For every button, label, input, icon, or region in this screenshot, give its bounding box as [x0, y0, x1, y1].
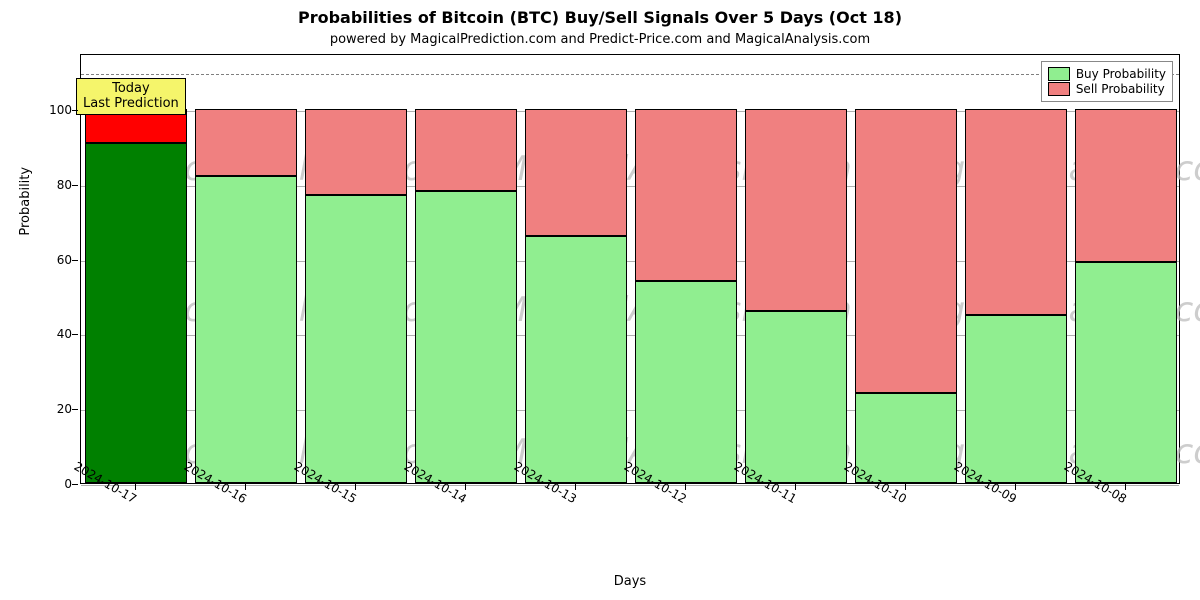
sell-bar [635, 109, 736, 281]
y-tick-label: 0 [64, 477, 72, 491]
y-tick-mark [72, 334, 78, 335]
y-axis-label: Probability [18, 167, 33, 236]
x-tick-mark [575, 484, 576, 490]
legend-label: Sell Probability [1076, 82, 1165, 96]
sell-bar [745, 109, 846, 311]
sell-bar [525, 109, 626, 236]
x-tick-mark [1125, 484, 1126, 490]
legend-label: Buy Probability [1076, 67, 1166, 81]
y-tick-label: 80 [57, 178, 72, 192]
x-tick-mark [905, 484, 906, 490]
x-tick-mark [245, 484, 246, 490]
x-tick-mark [355, 484, 356, 490]
x-tick-mark [1015, 484, 1016, 490]
buy-bar [195, 176, 296, 483]
sell-bar [965, 109, 1066, 315]
x-tick-mark [795, 484, 796, 490]
buy-bar [85, 143, 186, 483]
y-tick-label: 20 [57, 402, 72, 416]
y-tick-mark [72, 409, 78, 410]
legend-swatch [1048, 82, 1070, 96]
sell-bar [415, 109, 516, 191]
legend-item: Sell Probability [1048, 82, 1166, 96]
x-tick-mark [685, 484, 686, 490]
annotation-line-2: Last Prediction [83, 96, 179, 112]
chart-title: Probabilities of Bitcoin (BTC) Buy/Sell … [0, 8, 1200, 27]
legend: Buy ProbabilitySell Probability [1041, 61, 1173, 102]
y-tick-label: 100 [49, 103, 72, 117]
annotation-line-1: Today [83, 81, 179, 97]
sell-bar [195, 109, 296, 176]
chart-subtitle: powered by MagicalPrediction.com and Pre… [0, 32, 1200, 47]
reference-line [81, 74, 1179, 75]
y-tick-label: 40 [57, 327, 72, 341]
y-tick-mark [72, 484, 78, 485]
x-tick-mark [135, 484, 136, 490]
buy-bar [415, 191, 516, 483]
chart-container: Probabilities of Bitcoin (BTC) Buy/Sell … [0, 0, 1200, 600]
y-tick-mark [72, 260, 78, 261]
legend-item: Buy Probability [1048, 67, 1166, 81]
x-tick-mark [465, 484, 466, 490]
plot-area: MagicalAnalysis.comMagicalAnalysis.comMa… [80, 54, 1180, 484]
sell-bar [855, 109, 956, 393]
sell-bar [305, 109, 406, 195]
y-tick-mark [72, 110, 78, 111]
y-tick-label: 60 [57, 253, 72, 267]
today-annotation: TodayLast Prediction [76, 78, 186, 115]
buy-bar [525, 236, 626, 483]
buy-bar [1075, 262, 1176, 483]
y-tick-mark [72, 185, 78, 186]
sell-bar [1075, 109, 1176, 262]
legend-swatch [1048, 67, 1070, 81]
buy-bar [855, 393, 956, 483]
x-axis-label: Days [80, 574, 1180, 589]
buy-bar [305, 195, 406, 483]
